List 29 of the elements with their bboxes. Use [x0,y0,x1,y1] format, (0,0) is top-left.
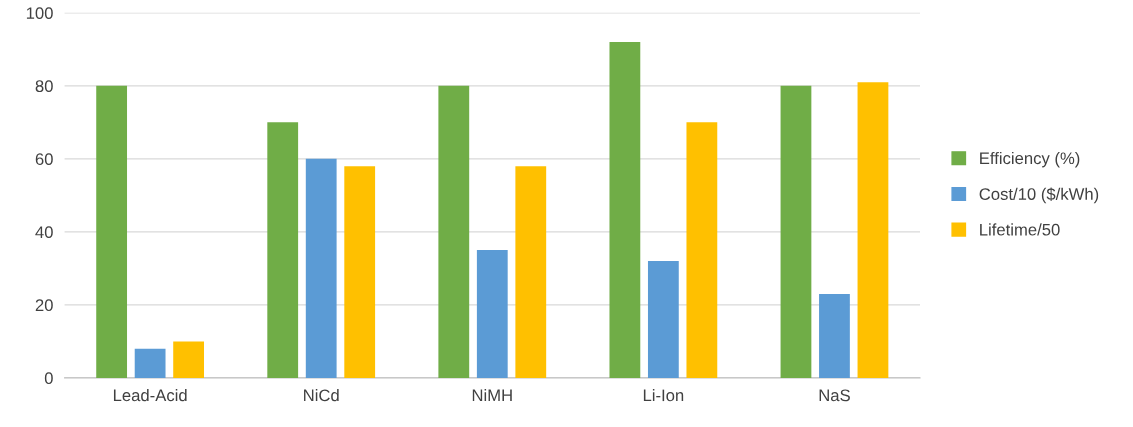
bar [476,250,508,378]
y-tick-label: 60 [35,153,53,166]
bar [267,122,299,378]
x-tick-label: NiCd [304,389,339,402]
legend-label: Lifetime/50 [980,223,1060,236]
y-tick-label: 100 [26,7,53,20]
y-tick-label: 40 [35,226,53,239]
bar [609,42,641,378]
bar [515,166,547,378]
bar [819,293,850,378]
bar [173,341,205,378]
y-tick-label: 20 [35,299,53,312]
x-tick-label: NiMH [472,389,512,402]
bar [96,85,128,378]
legend-label: Cost/10 ($/kWh) [979,187,1099,204]
bar [134,348,166,378]
bar [647,261,679,378]
bar [686,122,718,378]
x-tick-label: Li-Ion [643,389,684,402]
bar [344,166,376,378]
bar [438,85,470,378]
y-tick-label: 80 [35,80,53,93]
bar [305,158,337,378]
bar [857,82,889,378]
x-tick-label: Lead-Acid [113,389,187,402]
y-tick-label: 0 [44,372,53,385]
bar [780,85,812,378]
x-tick-label: NaS [819,389,850,402]
legend-label: Efficiency (%) [980,151,1080,168]
